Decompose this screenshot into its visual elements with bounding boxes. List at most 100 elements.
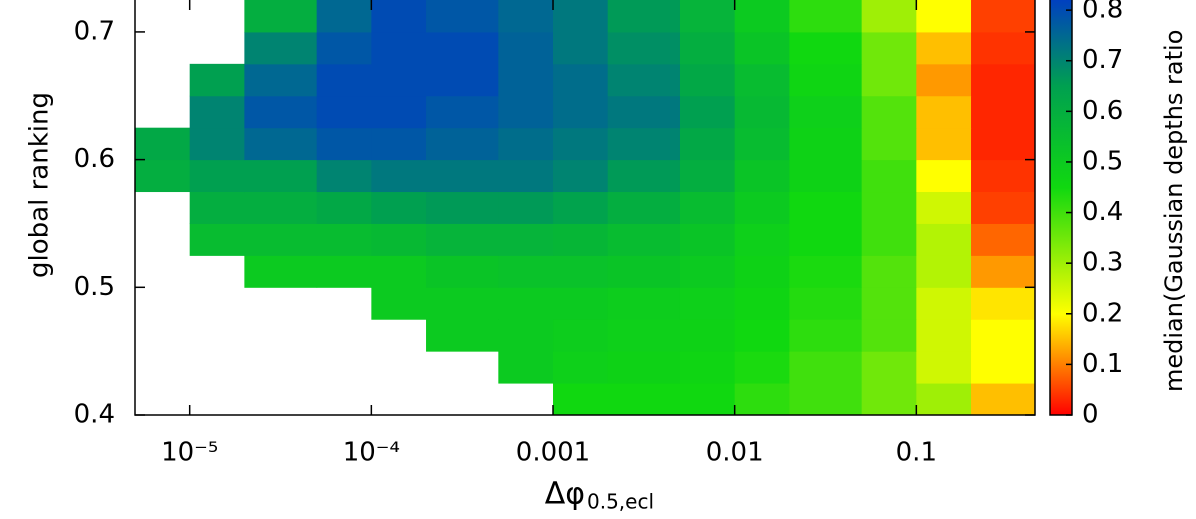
colorbar-frame [1049,0,1073,416]
heatmap-cell [916,127,972,161]
heatmap-cell [553,319,609,352]
heatmap-cell [498,191,554,224]
heatmap-cell [426,191,499,224]
heatmap-cell [189,95,245,129]
heatmap-cell [607,95,681,129]
colorbar-tick-label: 0.4 [1082,197,1123,227]
heatmap-cell [316,159,372,193]
heatmap-cell [316,0,372,33]
heatmap-cell [679,159,736,193]
heatmap-cell [789,287,863,320]
heatmap-cell [679,255,736,288]
heatmap-cell [553,191,609,224]
colorbar-tick-label: 0.1 [1082,349,1123,379]
heatmap-cell [426,31,499,65]
heatmap-cell [316,255,372,288]
heatmap-cell [426,319,499,352]
heatmap-cell [734,351,790,384]
heatmap-cell [679,223,736,256]
heatmap-cell [789,0,863,33]
heatmap-cell [789,63,863,97]
heatmap-cell [679,351,736,384]
heatmap-cell [607,31,681,65]
colorbar-tick-label: 0.2 [1082,298,1123,328]
heatmap-cell [861,383,917,416]
heatmap-cell [971,223,1036,256]
heatmap-cell [607,319,681,352]
heatmap-cell [244,0,318,33]
heatmap-cell [244,255,318,288]
heatmap-cell [498,0,554,33]
heatmap-cell [971,191,1036,224]
heatmap-cell [971,255,1036,288]
heatmap-cell [426,223,499,256]
heatmap-cell [244,223,318,256]
heatmap-cell [789,159,863,193]
heatmap-cell [789,383,863,416]
heatmap-cell [553,127,609,161]
heatmap-cell [498,127,554,161]
heatmap-cell [971,319,1036,352]
heatmap-cell [607,191,681,224]
colorbar-tick-label: 0.7 [1082,45,1123,75]
heatmap-cell [916,319,972,352]
heatmap-cell [971,287,1036,320]
heatmap-cell [734,0,790,33]
heatmap-cell [498,159,554,193]
heatmap-cell [498,95,554,129]
x-axis-label-subscript: 0.5,ecl [587,490,654,514]
heatmap-cell [189,223,245,256]
heatmap-cell [189,159,245,193]
heatmap-cell [607,351,681,384]
heatmap-cell [734,63,790,97]
heatmap-cell [553,255,609,288]
heatmap-cell [316,63,372,97]
heatmap-cell [371,127,427,161]
heatmap-cell [244,159,318,193]
heatmap-cell [426,63,499,97]
heatmap-cell [607,127,681,161]
heatmap-cell [971,159,1036,193]
heatmap-cell [971,351,1036,384]
heatmap-cell [316,223,372,256]
heatmap-cell [189,191,245,224]
y-tick-label: 0.6 [74,144,115,174]
heatmap-cell [734,127,790,161]
heatmap-cell [679,319,736,352]
heatmap-cell [971,31,1036,65]
heatmap-cell [498,31,554,65]
heatmap-cell [789,223,863,256]
colorbar-tick-label: 0.3 [1082,248,1123,278]
heatmap-cell [916,63,972,97]
heatmap-cell [789,319,863,352]
heatmap-cell [971,63,1036,97]
heatmap-cell [498,287,554,320]
y-tick-label: 0.5 [74,272,115,302]
heatmap-cell [244,127,318,161]
heatmap-cell [789,255,863,288]
heatmap-cell [371,191,427,224]
heatmap-cell [244,191,318,224]
heatmap-cell [498,351,554,384]
heatmap-cell [553,31,609,65]
heatmap-cell [553,383,609,416]
heatmap-cell [426,0,499,33]
heatmap-cell [679,127,736,161]
heatmap-cell [426,159,499,193]
colorbar-tick-label: 0.5 [1082,146,1123,176]
heatmap-cell [861,319,917,352]
heatmap-cell [244,63,318,97]
y-axis-label: global ranking [25,92,55,278]
heatmap-cell [734,159,790,193]
x-tick-label: 0.1 [896,438,937,468]
heatmap-cell [316,191,372,224]
heatmap-cell [607,159,681,193]
heatmap-cell [135,159,191,193]
heatmap-cell [861,63,917,97]
heatmap-cell [916,223,972,256]
heatmap-cell [679,383,736,416]
heatmap-cell [244,31,318,65]
heatmap-cell [734,191,790,224]
heatmap-cell [679,31,736,65]
heatmap-cell [916,191,972,224]
